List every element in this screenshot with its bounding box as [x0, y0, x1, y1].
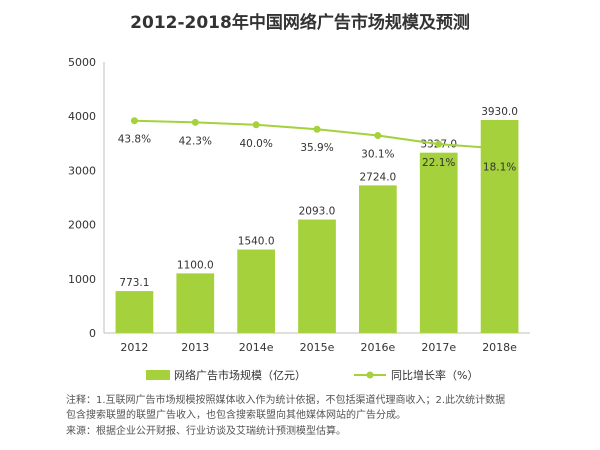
source-note: 来源：根据企业公开财报、行业访谈及艾瑞统计预测模型估算。 — [66, 426, 346, 437]
x-tick-label: 2014e — [239, 341, 274, 354]
x-tick-label: 2018e — [482, 341, 517, 354]
bar — [237, 249, 276, 333]
legend: 网络广告市场规模（亿元） 同比增长率（%） — [146, 368, 478, 382]
bar-value-label: 2724.0 — [359, 171, 396, 183]
growth-rate-point — [191, 118, 199, 126]
growth-rate-label: 30.1% — [361, 148, 394, 160]
bar-value-label: 1540.0 — [238, 236, 275, 248]
bar — [419, 152, 458, 333]
note-line-1: 注释：1.互联网广告市场规模按照媒体收入作为统计依据，不包括渠道代理商收入；2.… — [66, 395, 506, 406]
bar-value-label: 1100.0 — [177, 259, 214, 271]
legend-line-label: 同比增长率（%） — [391, 368, 478, 382]
x-tick-label: 2012 — [120, 341, 148, 354]
axis-layer: 0 1000 2000 3000 4000 5000 2012 2013 2014e 2015e 2… — [68, 56, 530, 354]
bar — [298, 219, 336, 333]
growth-rate-point — [313, 125, 321, 133]
growth-rate-point — [435, 140, 443, 148]
x-tick-label: 2015e — [300, 341, 335, 354]
growth-rate-label: 40.0% — [239, 138, 272, 150]
bar-value-label: 773.1 — [119, 277, 149, 289]
growth-rate-point — [496, 144, 504, 152]
legend-bar-swatch — [146, 370, 170, 380]
bar-layer: 773.11100.01540.02093.02724.03327.03930.… — [115, 106, 519, 333]
growth-rate-point — [374, 131, 382, 139]
chart-plot: 0 1000 2000 3000 4000 5000 2012 2013 2014e 2015e 2… — [68, 56, 530, 382]
y-tick-label: 2000 — [68, 219, 96, 232]
x-tick-label: 2016e — [360, 341, 395, 354]
y-tick-label: 3000 — [68, 164, 96, 177]
y-tick-label: 5000 — [68, 56, 96, 69]
bar — [358, 185, 397, 333]
legend-bar-label: 网络广告市场规模（亿元） — [174, 368, 306, 382]
growth-rate-label: 43.8% — [118, 134, 151, 146]
bar-value-label: 2093.0 — [299, 206, 336, 218]
growth-rate-label: 18.1% — [483, 161, 516, 173]
bar — [115, 291, 154, 333]
growth-rate-label: 22.1% — [422, 157, 455, 169]
growth-rate-point — [130, 117, 138, 125]
growth-rate-point — [252, 121, 260, 129]
x-tick-label: 2013 — [181, 341, 209, 354]
note-line-2: 包含搜索联盟的联盟广告收入，也包含搜索联盟向其他媒体网站的广告分成。 — [66, 410, 406, 421]
bar — [480, 119, 519, 333]
bar — [176, 273, 215, 333]
growth-rate-label: 42.3% — [179, 135, 212, 147]
chart-title: 2012-2018年中国网络广告市场规模及预测 — [130, 13, 470, 33]
bar-value-label: 3930.0 — [481, 106, 518, 118]
y-tick-label: 0 — [89, 327, 96, 340]
x-tick-label: 2017e — [421, 341, 456, 354]
y-tick-label: 4000 — [68, 110, 96, 123]
growth-rate-label: 35.9% — [300, 142, 333, 154]
y-tick-label: 1000 — [68, 273, 96, 286]
line-layer: 43.8% 42.3% 40.0% 35.9% 30.1% 22.1% 18.1% — [118, 117, 516, 173]
legend-line-marker — [366, 371, 374, 379]
